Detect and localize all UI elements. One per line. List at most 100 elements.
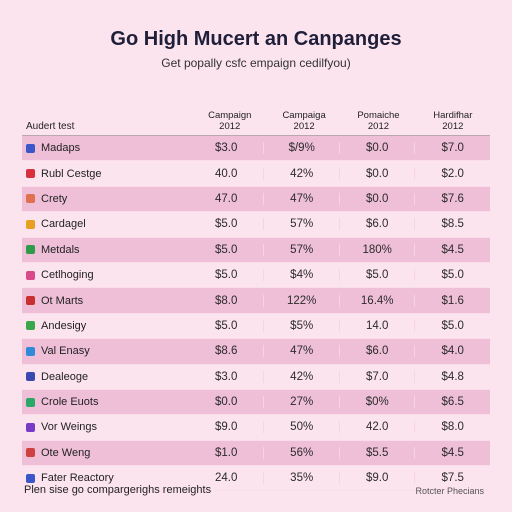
value-cell: $8.0 [214, 294, 238, 307]
row-label-cell: Andesigy [22, 320, 189, 332]
table-row: Vor Weings $9.0 50% 42.0 $8.0 [22, 415, 490, 441]
row-label-cell: Vor Weings [22, 421, 189, 433]
header-col-3: Pomaiche 2012 [357, 110, 400, 132]
value-cell: $8.0 [414, 421, 490, 434]
value-cell: $5.0 [214, 269, 238, 282]
value-cell: $5.0 [338, 269, 415, 282]
value-cell: $7.0 [338, 370, 415, 383]
value-cell: $0% [338, 396, 415, 409]
row-label-cell: Rubl Cestge [22, 168, 189, 180]
row-label: Metdals [41, 243, 80, 256]
row-label: Crety [41, 192, 68, 205]
category-icon [26, 321, 35, 331]
category-icon [26, 194, 35, 204]
campaign-table: Audert test Campaign 2012 Campaiga 2012 Po… [22, 108, 490, 492]
value-cell: $0.0 [338, 192, 415, 205]
value-cell: 180% [338, 243, 415, 256]
row-label-cell: Crole Euots [22, 396, 189, 408]
value-cell: 16.4% [338, 294, 415, 307]
table-row: Cardagel $5.0 57% $6.0 $8.5 [22, 212, 490, 238]
header-col-4: Hardifhar 2012 [433, 110, 473, 132]
table-row: Crole Euots $0.0 27% $0% $6.5 [22, 389, 490, 416]
value-cell: 42% [263, 370, 339, 383]
value-cell: $5.0 [414, 319, 490, 332]
row-label: Val Enasy [41, 345, 90, 358]
row-label: Crole Euots [41, 396, 99, 409]
value-cell: $5% [263, 319, 339, 332]
row-label: Rubl Cestge [41, 167, 102, 180]
row-label: Dealeoge [41, 370, 89, 383]
value-cell: $6.5 [414, 396, 490, 409]
category-icon [26, 372, 35, 382]
row-label-cell: Fater Reactory [22, 472, 189, 484]
row-label: Cardagel [41, 218, 86, 231]
value-cell: 122% [263, 294, 339, 307]
table-header: Audert test Campaign 2012 Campaiga 2012 Po… [22, 108, 490, 136]
value-cell: $/9% [263, 142, 339, 155]
table-row: Madaps $3.0 $/9% $0.0 $7.0 [22, 136, 490, 162]
row-label: Cetlhoging [41, 269, 94, 282]
value-cell: 50% [263, 421, 339, 434]
value-cell: $0.0 [338, 167, 415, 180]
value-cell: 47.0 [214, 192, 238, 205]
table-row: Dealeoge $3.0 42% $7.0 $4.8 [22, 364, 490, 390]
value-cell: $1.6 [414, 294, 490, 307]
value-cell: $4.5 [414, 243, 490, 256]
value-cell: $1.0 [214, 446, 238, 459]
value-cell: $2.0 [414, 167, 490, 180]
category-icon [26, 296, 35, 306]
page-title: Go High Mucert an Canpanges [110, 28, 402, 50]
table-row: Rubl Cestge 40.0 42% $0.0 $2.0 [22, 161, 490, 187]
value-cell: $4.8 [414, 370, 490, 383]
row-label-cell: Ote Weng [22, 447, 189, 459]
row-label: Andesigy [41, 319, 87, 332]
value-cell: $5.0 [414, 269, 490, 282]
category-icon [26, 169, 35, 179]
category-icon [26, 270, 35, 280]
value-cell: 47% [263, 192, 339, 205]
row-label: Madaps [41, 142, 81, 155]
row-label: Ote Weng [41, 446, 91, 459]
row-label-cell: Metdals [22, 244, 189, 256]
table-row: Cetlhoging $5.0 $4% $5.0 $5.0 [22, 262, 490, 289]
value-cell: 35% [263, 472, 339, 485]
category-icon [26, 143, 35, 153]
value-cell: 42% [263, 167, 339, 180]
row-label-cell: Crety [22, 193, 189, 205]
category-icon [26, 219, 35, 229]
value-cell: $3.0 [214, 370, 238, 383]
value-cell: 24.0 [214, 472, 238, 485]
value-cell: 42.0 [338, 421, 415, 434]
table-row: Fater Reactory 24.0 35% $9.0 $7.5 [22, 466, 490, 492]
footer-note: Plen sise go compargerighs remeights [24, 484, 212, 496]
value-cell: 14.0 [338, 319, 415, 332]
value-cell: $4.5 [414, 446, 490, 459]
value-cell: $5.0 [214, 319, 238, 332]
category-icon [26, 245, 35, 255]
row-label-cell: Ot Marts [22, 295, 189, 307]
value-cell: $9.0 [338, 472, 415, 485]
value-cell: $5.0 [214, 218, 238, 231]
header-col-2: Campaiga 2012 [282, 110, 326, 132]
value-cell: 40.0 [214, 167, 238, 180]
value-cell: $5.5 [338, 446, 415, 459]
row-label-cell: Dealeoge [22, 371, 189, 383]
table-row: Val Enasy $8.6 47% $6.0 $4.0 [22, 339, 490, 365]
value-cell: $4.0 [414, 345, 490, 358]
row-label-cell: Cetlhoging [22, 269, 189, 281]
category-icon [26, 448, 35, 458]
value-cell: $7.0 [414, 142, 490, 155]
category-icon [26, 346, 35, 356]
row-label: Fater Reactory [41, 472, 114, 485]
value-cell: 56% [263, 446, 339, 459]
value-cell: $0.0 [214, 396, 238, 409]
footer-credit: Rotcter Phecians [415, 486, 484, 496]
value-cell: $8.6 [214, 345, 238, 358]
value-cell: 57% [263, 218, 339, 231]
value-cell: $0.0 [338, 142, 415, 155]
value-cell: $4% [263, 269, 339, 282]
header-col-1: Campaign 2012 [208, 110, 252, 132]
row-label: Vor Weings [41, 421, 98, 434]
table-row: Ote Weng $1.0 56% $5.5 $4.5 [22, 440, 490, 467]
row-label-cell: Madaps [22, 142, 189, 154]
